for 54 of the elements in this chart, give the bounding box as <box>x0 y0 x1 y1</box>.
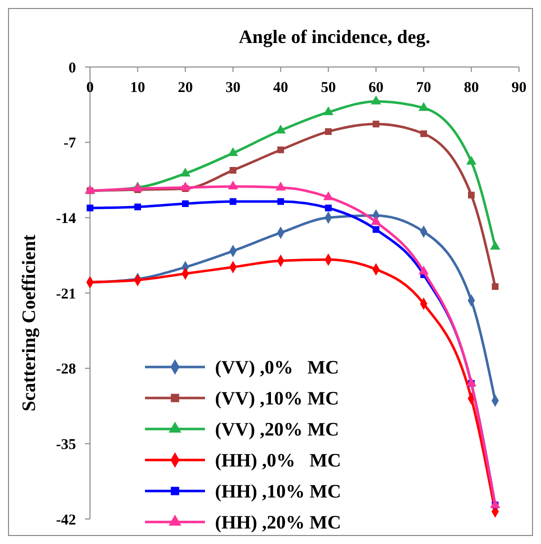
legend-label: (HH) ,20% MC <box>215 512 342 534</box>
x-tick-label: 10 <box>130 80 146 96</box>
x-tick-label: 90 <box>512 80 526 96</box>
point <box>228 147 238 156</box>
x-axis-title: Angle of incidence, deg. <box>238 27 430 48</box>
point <box>370 96 382 104</box>
x-tick-label: 70 <box>416 80 432 96</box>
x-tick-label: 60 <box>368 80 384 96</box>
point <box>324 204 332 212</box>
x-tick-label: 30 <box>226 80 240 96</box>
point <box>372 120 380 128</box>
point <box>276 182 286 190</box>
point <box>86 204 94 212</box>
point <box>323 191 334 200</box>
x-tick-label: 20 <box>178 80 193 96</box>
legend-label: (HH) ,0% MC <box>215 450 342 472</box>
point <box>492 283 499 290</box>
legend-label: (VV) ,10% MC <box>215 388 340 410</box>
point <box>230 166 236 174</box>
y-tick-label: -35 <box>56 436 76 453</box>
point <box>230 198 236 205</box>
y-tick-label: -28 <box>56 362 76 378</box>
point <box>180 182 190 190</box>
point <box>466 156 476 165</box>
point <box>182 200 189 208</box>
y-tick-label: -14 <box>56 210 76 227</box>
y-tick-label: -42 <box>56 512 76 528</box>
x-tick-label: 40 <box>273 80 288 96</box>
point <box>372 226 380 233</box>
point <box>468 192 475 198</box>
y-tick-label: -21 <box>56 286 76 302</box>
legend-label: (HH) ,10% MC <box>215 482 342 503</box>
point <box>180 168 190 176</box>
point <box>418 266 429 274</box>
point <box>418 102 429 111</box>
x-tick-label: 80 <box>464 80 479 96</box>
point <box>420 130 428 138</box>
point <box>277 146 284 154</box>
y-axis-title: Scattering Coefficient <box>19 234 40 412</box>
point <box>134 204 142 210</box>
point <box>276 124 286 134</box>
point <box>277 198 284 205</box>
point <box>490 240 500 250</box>
point <box>324 128 332 135</box>
point <box>466 378 476 386</box>
x-tick-label: 0 <box>86 80 94 96</box>
y-tick-label: 0 <box>68 60 76 76</box>
legend-label: (VV) ,0% MC <box>215 358 340 379</box>
y-tick-label: -7 <box>64 136 76 152</box>
point <box>228 180 238 190</box>
point <box>323 106 334 116</box>
point <box>370 216 382 225</box>
x-tick-label: 50 <box>320 80 336 96</box>
legend-label: (VV) ,20% MC <box>215 420 340 441</box>
